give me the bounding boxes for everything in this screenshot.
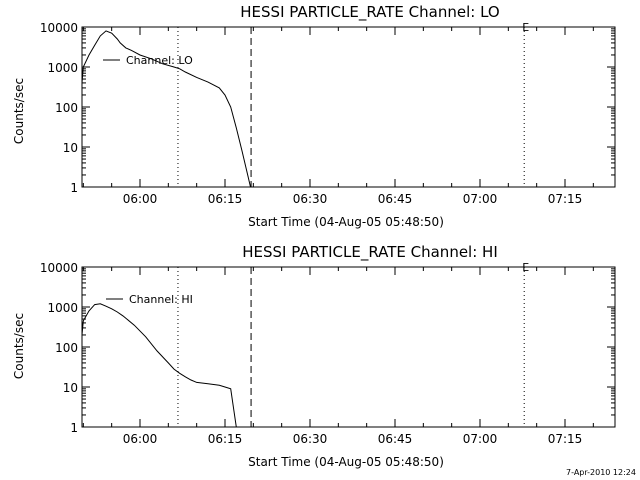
- plot-frame: [81, 26, 616, 188]
- y-tick-label: 10000: [40, 261, 78, 275]
- x-tick-label: 07:15: [548, 192, 583, 206]
- x-tick-label: 06:15: [208, 432, 243, 446]
- chart-panel-hi: HESSI PARTICLE_RATE Channel: HI Counts/s…: [12, 243, 616, 469]
- y-tick-label: 1: [70, 181, 78, 195]
- x-tick-label: 06:00: [123, 192, 158, 206]
- y-tick-label: 10000: [40, 21, 78, 35]
- x-tick-label: 06:15: [208, 192, 243, 206]
- y-tick-label: 1000: [47, 301, 78, 315]
- x-tick-label: 07:00: [463, 192, 498, 206]
- series-line: [81, 303, 237, 428]
- event-marker-label: E: [522, 261, 529, 274]
- y-axis-label: Counts/sec: [12, 78, 26, 144]
- chart-title: HESSI PARTICLE_RATE Channel: HI: [242, 243, 498, 262]
- legend-label: Channel: LO: [126, 54, 193, 67]
- event-marker-label: E: [522, 21, 529, 34]
- y-tick-label: 10: [63, 381, 78, 395]
- chart-title: HESSI PARTICLE_RATE Channel: LO: [240, 3, 499, 22]
- timestamp-stamp: 7-Apr-2010 12:24: [566, 468, 636, 477]
- x-axis-label: Start Time (04-Aug-05 05:48:50): [248, 215, 444, 229]
- x-tick-label: 06:45: [378, 432, 413, 446]
- x-tick-label: 07:00: [463, 432, 498, 446]
- x-tick-label: 06:45: [378, 192, 413, 206]
- y-axis-label: Counts/sec: [12, 313, 26, 379]
- y-tick-label: 1000: [47, 61, 78, 75]
- x-tick-label: 07:15: [548, 432, 583, 446]
- y-tick-label: 100: [55, 101, 78, 115]
- x-tick-label: 06:30: [293, 432, 328, 446]
- x-axis-label: Start Time (04-Aug-05 05:48:50): [248, 455, 444, 469]
- plot-frame: [81, 266, 616, 428]
- series-line: [81, 30, 251, 188]
- x-tick-label: 06:00: [123, 432, 158, 446]
- chart-panel-lo: HESSI PARTICLE_RATE Channel: LO Counts/s…: [12, 3, 616, 229]
- y-tick-label: 10: [63, 141, 78, 155]
- y-tick-label: 100: [55, 341, 78, 355]
- y-tick-label: 1: [70, 421, 78, 435]
- x-tick-label: 06:30: [293, 192, 328, 206]
- legend-label: Channel: HI: [129, 293, 193, 306]
